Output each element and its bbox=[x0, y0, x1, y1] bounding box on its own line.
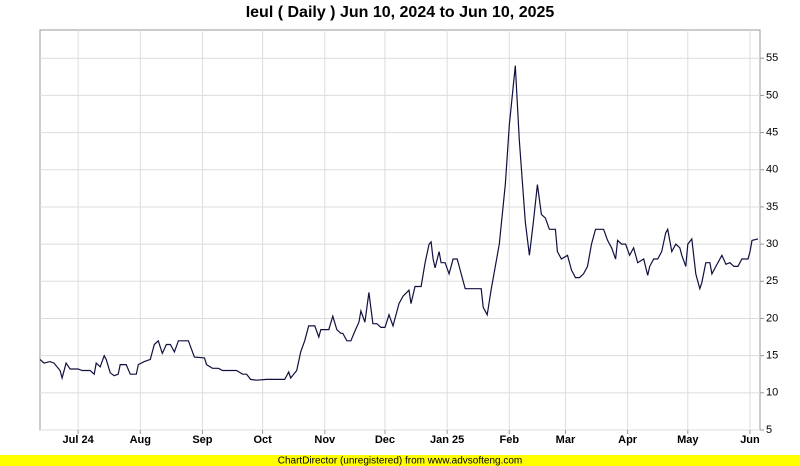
footer: ChartDirector (unregistered) from www.ad… bbox=[278, 456, 523, 466]
x-tick-label: Jan 25 bbox=[430, 434, 464, 446]
footer-bar bbox=[0, 455, 800, 466]
x-tick-label: May bbox=[677, 434, 699, 446]
plot-area bbox=[39, 29, 761, 431]
y-tick-label: 15 bbox=[766, 350, 778, 362]
y-tick-label: 50 bbox=[766, 89, 778, 101]
price-line bbox=[39, 65, 759, 381]
x-tick-label: Jun bbox=[740, 434, 760, 446]
chart-title: Ieul ( Daily ) Jun 10, 2024 to Jun 10, 2… bbox=[246, 4, 555, 21]
y-tick-label: 10 bbox=[766, 387, 778, 399]
y-tick-label: 25 bbox=[766, 275, 778, 287]
x-tick-label: Jul 24 bbox=[63, 434, 95, 446]
x-tick-label: Mar bbox=[556, 434, 576, 446]
x-tick-label: Dec bbox=[375, 434, 395, 446]
y-tick-label: 40 bbox=[766, 164, 778, 176]
x-tick-label: Oct bbox=[253, 434, 272, 446]
y-tick-label: 30 bbox=[766, 238, 778, 250]
y-tick-label: 35 bbox=[766, 201, 778, 213]
y-tick-label: 20 bbox=[766, 312, 778, 324]
x-tick-label: Feb bbox=[500, 434, 520, 446]
y-tick-label: 45 bbox=[766, 127, 778, 139]
x-tick-label: Nov bbox=[314, 434, 336, 446]
y-tick-label: 55 bbox=[766, 52, 778, 64]
y-tick-label: 5 bbox=[766, 424, 772, 436]
x-tick-label: Apr bbox=[618, 434, 638, 446]
x-tick-label: Sep bbox=[192, 434, 212, 446]
x-tick-label: Aug bbox=[130, 434, 151, 446]
